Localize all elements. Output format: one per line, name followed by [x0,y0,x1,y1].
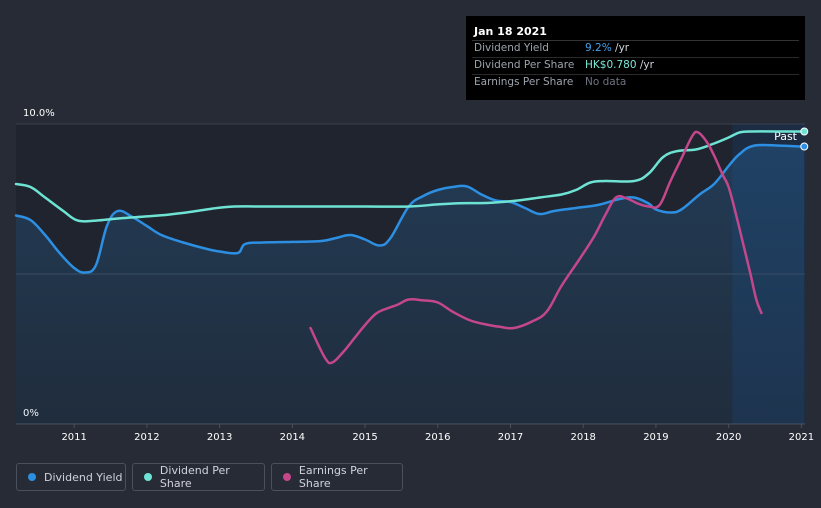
dps-end-marker [800,127,809,136]
tooltip-value: 9.2% [585,42,612,54]
x-tick-label: 2014 [280,432,305,443]
x-tick-label: 2020 [716,432,741,443]
tooltip-row-dividend-per-share: Dividend Per Share HK$0.780 /yr [466,58,805,75]
legend-item-dividend-yield[interactable]: Dividend Yield [16,463,126,491]
legend-label: Dividend Yield [44,470,123,484]
x-tick-label: 2018 [570,432,595,443]
x-tick-label: 2016 [425,432,450,443]
legend-swatch [283,473,291,481]
tooltip-row-earnings-per-share: Earnings Per Share No data [466,75,805,92]
legend-item-dividend-per-share[interactable]: Dividend Per Share [132,463,265,491]
dps-series-line [14,130,806,223]
tooltip-unit: /yr [636,59,654,71]
past-label: Past [774,130,798,143]
eps-series-line [309,130,763,365]
yield-series-line [14,143,806,274]
series-layer [14,127,809,424]
x-tick-label: 2019 [643,432,668,443]
tooltip-value: HK$0.780 [585,59,637,71]
tooltip-row-dividend-yield: Dividend Yield 9.2% /yr [466,41,805,58]
legend-label: Earnings Per Share [298,464,368,490]
x-axis-ticks: 2011 2012 2013 2014 2015 2016 2017 2018 2019 2020… [61,424,814,443]
tooltip-label: Earnings Per Share [474,76,574,88]
x-tick-label: 2013 [207,432,232,443]
y-axis-label-top: 10.0% [23,108,55,119]
x-tick-label: 2017 [498,432,523,443]
hover-tooltip: Jan 18 2021 Dividend Yield 9.2% /yr Divi… [466,16,805,100]
legend-swatch [28,473,36,481]
legend-label: Dividend Per Share [159,464,230,490]
x-tick-label: 2015 [352,432,377,443]
tooltip-divider [472,40,799,41]
x-tick-label: 2021 [789,432,814,443]
x-tick-label: 2012 [134,432,159,443]
legend-item-earnings-per-share[interactable]: Earnings Per Share [271,463,403,491]
tooltip-label: Dividend Yield [474,42,549,54]
legend-swatch [144,473,152,481]
yield-end-marker [800,142,809,151]
x-tick-label: 2011 [61,432,86,443]
tooltip-label: Dividend Per Share [474,59,575,71]
tooltip-unit: /yr [611,42,630,54]
tooltip-value: No data [585,76,627,88]
tooltip-date: Jan 18 2021 [474,25,547,38]
yield-series-area [16,144,805,424]
